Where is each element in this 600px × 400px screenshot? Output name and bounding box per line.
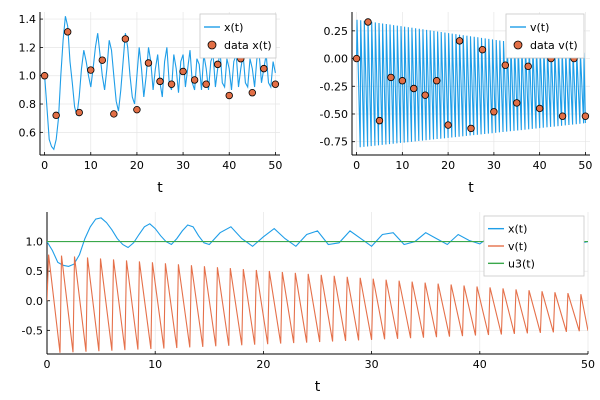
data-point — [63, 28, 72, 36]
data-point — [455, 37, 464, 45]
y-tick-label: 0.0 — [26, 295, 44, 308]
data-point — [524, 62, 532, 71]
legend-entry: data v(t) — [530, 39, 578, 52]
data-point — [581, 112, 590, 120]
y-tick-label: 0.00 — [324, 53, 349, 66]
x-tick-label: 10 — [148, 358, 162, 371]
data-point — [558, 112, 567, 120]
data-point — [398, 77, 407, 85]
data-point — [52, 111, 60, 120]
y-tick-label: 1.0 — [19, 70, 37, 83]
x-axis-label: t — [157, 180, 163, 196]
legend-entry: data x(t) — [224, 39, 272, 52]
y-tick-label: -0.25 — [320, 80, 348, 93]
x-axis-label: t — [315, 379, 321, 395]
legend: v(t) data v(t) — [505, 13, 585, 59]
legend: x(t) v(t) u3(t) — [483, 215, 585, 277]
panel-top-right: 0 10 20 30 40 50 -0.75 -0.50 -0.25 0.00 0.25 t v(t) d… — [320, 12, 592, 196]
y-tick-label: 0.5 — [26, 265, 44, 278]
x-tick-label: 0 — [41, 159, 48, 172]
data-point — [421, 91, 429, 99]
data-point — [213, 60, 222, 69]
legend-box — [505, 13, 585, 59]
data-point — [167, 80, 176, 88]
y-tick-label: 0.6 — [19, 126, 37, 139]
data-point — [110, 110, 118, 118]
x-tick-label: 50 — [268, 159, 282, 172]
data-point — [535, 104, 544, 113]
x-axis-label: t — [468, 180, 474, 196]
series-line-vt — [47, 254, 588, 353]
data-point — [352, 54, 361, 63]
data-point — [513, 99, 521, 107]
data-point — [260, 64, 268, 73]
data-point — [364, 18, 372, 26]
data-point — [271, 80, 280, 88]
data-point — [387, 73, 395, 82]
y-tick-label: 1.0 — [26, 236, 44, 249]
y-tick-label: -0.50 — [320, 108, 348, 121]
x-tick-label: 40 — [222, 159, 236, 172]
data-point — [40, 72, 49, 80]
data-point — [144, 59, 153, 67]
data-point — [98, 56, 107, 64]
data-point — [202, 80, 210, 88]
data-point — [478, 45, 487, 54]
x-tick-label: 30 — [176, 159, 190, 172]
x-tick-label: 20 — [256, 358, 270, 371]
x-tick-label: 20 — [441, 159, 455, 172]
data-point — [432, 77, 441, 85]
x-tick-label: 40 — [473, 358, 487, 371]
y-tick-label: 0.8 — [19, 98, 37, 111]
data-point — [225, 91, 233, 100]
legend-entry: x(t) — [508, 223, 527, 236]
legend-entry: v(t) — [530, 21, 549, 34]
x-tick-label: 0 — [44, 358, 51, 371]
legend-entry: x(t) — [224, 21, 243, 34]
legend-marker — [207, 40, 217, 50]
data-point — [133, 105, 141, 114]
panel-bottom: 0 10 20 30 40 50 -0.5 0.0 0.5 1.0 t x(t) v(t) u3(t) — [22, 212, 595, 395]
data-point — [179, 67, 187, 76]
data-point — [375, 116, 384, 125]
x-tick-label: 30 — [487, 159, 501, 172]
data-point — [467, 124, 475, 133]
data-point — [501, 61, 510, 69]
legend-marker — [513, 40, 523, 50]
data-point — [248, 89, 257, 97]
x-tick-label: 0 — [353, 159, 360, 172]
x-tick-label: 30 — [365, 358, 379, 371]
y-tick-label: -0.75 — [320, 136, 348, 149]
data-point — [444, 121, 452, 129]
data-point — [121, 35, 130, 43]
series-line-xt — [47, 217, 588, 267]
data-point — [75, 108, 83, 117]
x-tick-label: 10 — [84, 159, 98, 172]
x-tick-label: 10 — [395, 159, 409, 172]
x-tick-label: 50 — [581, 358, 595, 371]
y-tick-label: 1.4 — [19, 13, 37, 26]
data-point — [156, 77, 164, 86]
y-tick-label: 0.25 — [324, 25, 349, 38]
panel-top-left: 0 10 20 30 40 50 0.6 0.8 1.0 1.2 1.4 t x(t) data x(t) — [19, 12, 282, 196]
legend: x(t) data x(t) — [199, 13, 277, 59]
x-tick-label: 40 — [533, 159, 547, 172]
x-tick-label: 20 — [130, 159, 144, 172]
x-tick-label: 50 — [578, 159, 592, 172]
y-tick-label: 1.2 — [19, 41, 37, 54]
data-point — [410, 84, 418, 93]
data-point — [490, 108, 498, 116]
legend-entry: u3(t) — [508, 257, 535, 270]
data-point — [190, 76, 199, 84]
data-point — [87, 66, 95, 74]
y-tick-label: -0.5 — [22, 324, 43, 337]
legend-box — [199, 13, 277, 59]
legend-entry: v(t) — [508, 240, 527, 253]
